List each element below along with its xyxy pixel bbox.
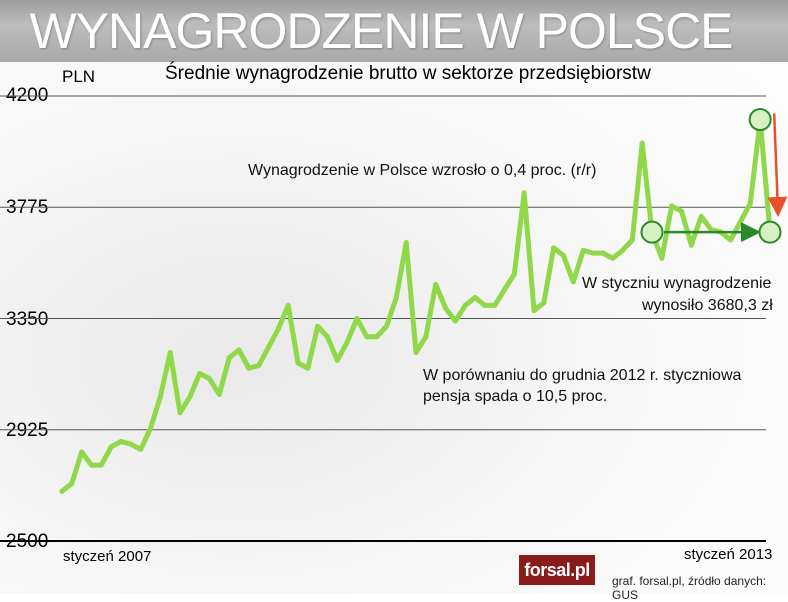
data-point xyxy=(413,350,419,356)
source-note: graf. forsal.pl, źródło danych: GUS xyxy=(612,574,767,602)
data-point xyxy=(295,360,301,366)
marker-dec-2011 xyxy=(640,220,664,244)
data-point xyxy=(226,355,232,361)
data-point xyxy=(551,245,557,251)
data-point xyxy=(472,295,478,301)
data-point xyxy=(443,305,448,311)
data-point xyxy=(452,318,458,324)
data-point xyxy=(728,237,734,243)
data-point xyxy=(669,203,675,209)
data-point xyxy=(325,334,330,340)
data-point xyxy=(659,255,665,261)
data-point xyxy=(167,350,173,356)
data-point xyxy=(600,250,606,256)
data-point xyxy=(639,140,645,146)
data-point xyxy=(364,334,370,340)
data-point xyxy=(698,213,704,219)
data-point xyxy=(433,281,439,287)
x-axis-end-label: styczeń 2013 xyxy=(684,546,773,563)
data-point xyxy=(708,227,714,232)
annotation-mom-1: W porównaniu do grudnia 2012 r. stycznio… xyxy=(423,367,742,384)
y-tick-label-3350: 3350 xyxy=(6,309,49,330)
data-point xyxy=(177,410,183,416)
data-point xyxy=(384,323,389,329)
data-point xyxy=(334,357,340,363)
data-point xyxy=(610,255,616,261)
data-point xyxy=(590,250,596,256)
data-point xyxy=(275,326,281,332)
data-point xyxy=(148,425,153,431)
data-point xyxy=(207,376,212,382)
data-point xyxy=(561,253,566,259)
data-point xyxy=(580,247,586,253)
data-point xyxy=(374,334,380,340)
data-point xyxy=(216,391,222,397)
data-point xyxy=(747,200,753,206)
title-banner: WYNAGRODZENIE W POLSCE xyxy=(0,0,788,62)
data-point xyxy=(315,323,321,329)
page-title: WYNAGRODZENIE W POLSCE xyxy=(29,3,733,59)
annotation-mom-2: pensja spada o 10,5 proc. xyxy=(423,388,608,405)
data-point xyxy=(118,439,124,445)
y-axis-unit: PLN xyxy=(62,67,96,86)
annotation-yoy: Wynagrodzenie w Polsce wzrosło o 0,4 pro… xyxy=(248,162,597,179)
data-point xyxy=(688,242,694,248)
data-point xyxy=(69,480,75,486)
data-point xyxy=(236,347,242,353)
mom-arrow xyxy=(767,113,788,217)
data-point xyxy=(98,462,104,468)
data-point xyxy=(629,237,635,243)
data-point xyxy=(246,365,252,371)
forsal-logo: forsal.pl xyxy=(519,555,595,585)
data-point xyxy=(197,370,203,376)
data-point xyxy=(128,441,134,447)
data-point xyxy=(59,488,65,494)
data-point xyxy=(285,302,291,308)
data-point xyxy=(354,316,360,321)
data-point xyxy=(462,302,468,308)
y-tick-label-2925: 2925 xyxy=(6,420,49,441)
chart-title: Średnie wynagrodzenie brutto w sektorze … xyxy=(165,63,651,84)
marker-dec-2012 xyxy=(748,108,772,132)
data-point xyxy=(620,247,625,253)
data-point xyxy=(108,444,114,450)
data-point xyxy=(511,271,517,277)
data-point xyxy=(256,363,262,369)
data-point xyxy=(492,302,498,308)
data-point xyxy=(344,339,350,345)
data-point xyxy=(305,365,311,371)
data-point xyxy=(157,394,163,400)
data-point xyxy=(423,334,429,340)
data-point xyxy=(738,219,743,225)
data-point xyxy=(138,446,144,452)
data-point xyxy=(266,344,271,350)
data-point xyxy=(403,240,409,246)
data-point xyxy=(679,208,684,214)
data-point xyxy=(521,190,527,196)
data-point xyxy=(502,287,507,293)
annotation-january-1: W styczniu wynagrodzenie xyxy=(582,275,772,292)
data-point xyxy=(541,300,547,306)
data-point xyxy=(393,295,399,301)
x-axis-start-label: styczeń 2007 xyxy=(63,548,152,565)
data-point xyxy=(482,302,488,308)
annotation-january-2: wynosiło 3680,3 zł xyxy=(642,297,773,314)
data-point xyxy=(187,394,193,400)
data-point xyxy=(570,279,576,285)
data-point xyxy=(89,462,94,468)
marker-jan-2013 xyxy=(758,220,782,244)
data-point xyxy=(79,449,85,455)
data-point xyxy=(531,308,537,314)
